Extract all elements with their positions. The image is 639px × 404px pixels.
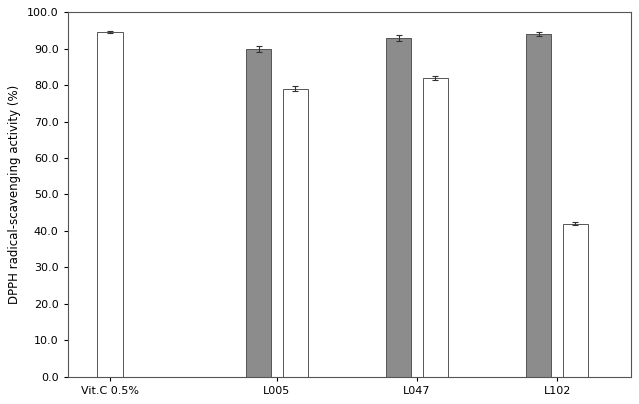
- Bar: [97, 32, 123, 377]
- Bar: [386, 38, 412, 377]
- Bar: [246, 49, 272, 377]
- Bar: [422, 78, 448, 377]
- Y-axis label: DPPH radical-scavenging activity (%): DPPH radical-scavenging activity (%): [8, 85, 21, 304]
- Bar: [563, 224, 589, 377]
- Bar: [526, 34, 551, 377]
- Bar: [282, 89, 308, 377]
